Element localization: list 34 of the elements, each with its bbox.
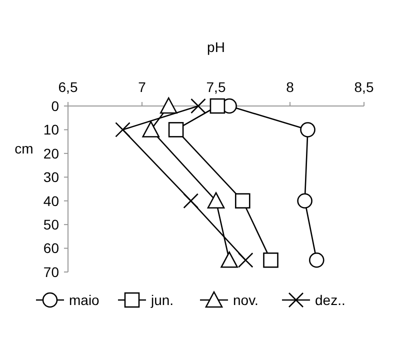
x-tick-label: 7 bbox=[138, 79, 146, 95]
point bbox=[207, 192, 225, 209]
y-tick-label: 30 bbox=[43, 169, 60, 186]
point bbox=[220, 251, 238, 268]
point bbox=[115, 122, 130, 138]
x-tick-label: 8 bbox=[286, 79, 294, 95]
legend-label: jun. bbox=[150, 292, 174, 308]
y-tick-label: 10 bbox=[43, 122, 60, 138]
point bbox=[234, 193, 250, 209]
y-tick-label: 50 bbox=[43, 216, 60, 232]
point bbox=[168, 122, 184, 138]
point bbox=[142, 121, 160, 138]
x-tick-label: 6,5 bbox=[58, 79, 78, 95]
x-tick-label: 7,5 bbox=[206, 79, 226, 95]
legend-label: dez.. bbox=[315, 292, 346, 308]
x-tick-label: 8,5 bbox=[354, 79, 374, 95]
legend-label: nov. bbox=[233, 292, 258, 308]
point bbox=[308, 252, 324, 268]
x-axis-title: pH bbox=[207, 39, 225, 55]
y-tick-label: 70 bbox=[43, 264, 60, 280]
legend-label: maio bbox=[69, 292, 100, 308]
point bbox=[183, 193, 198, 209]
point bbox=[300, 122, 316, 138]
point bbox=[190, 98, 206, 114]
point bbox=[210, 98, 226, 114]
y-tick-label: 20 bbox=[43, 145, 60, 162]
point bbox=[160, 97, 178, 114]
point bbox=[263, 252, 278, 268]
y-tick-label: 60 bbox=[43, 240, 60, 256]
y-axis-title: cm bbox=[14, 140, 34, 156]
y-tick-label: 0 bbox=[51, 98, 60, 114]
y-tick-label: 40 bbox=[43, 192, 60, 209]
point bbox=[297, 193, 312, 209]
point bbox=[238, 252, 254, 268]
